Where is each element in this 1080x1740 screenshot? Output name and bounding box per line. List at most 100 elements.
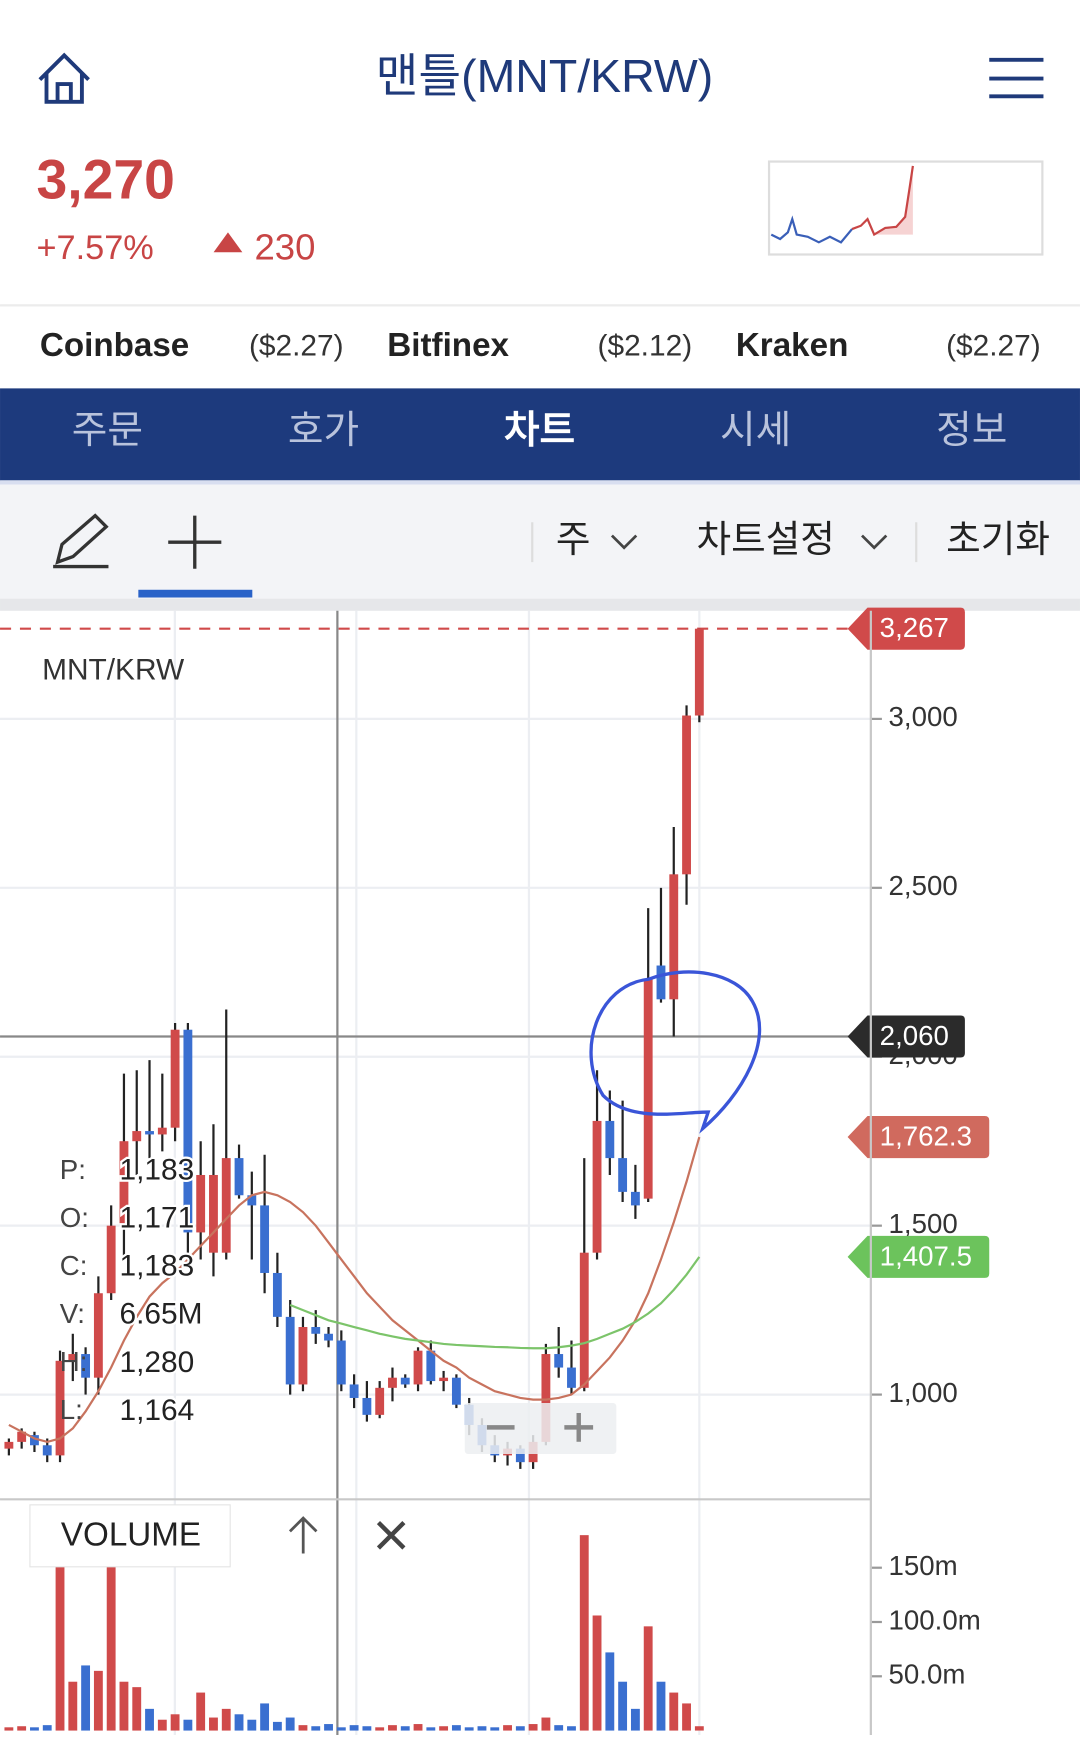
zoom-control[interactable] (464, 1403, 617, 1454)
close-icon[interactable] (376, 1520, 406, 1550)
candle-body (311, 1327, 321, 1334)
price-tag (847, 607, 965, 650)
volume-bar (81, 1665, 91, 1731)
candle-body (336, 1340, 346, 1385)
volume-bar (682, 1703, 691, 1731)
volume-tick-label: 100.0m (889, 1604, 981, 1635)
candle-body (55, 1360, 65, 1456)
candle-body (579, 1252, 589, 1388)
volume-header: VOLUME (29, 1504, 406, 1568)
candle-body (221, 1158, 231, 1253)
tab-border (0, 480, 1080, 485)
candle-body (592, 1120, 602, 1253)
candle-body (694, 628, 704, 716)
volume-tick-label: 50.0m (889, 1659, 966, 1690)
candle-body (400, 1377, 410, 1385)
candle-body (157, 1127, 167, 1135)
volume-bar (17, 1726, 27, 1731)
price-tag (847, 1116, 990, 1159)
volume-tick-label: 150m (889, 1550, 958, 1581)
volume-bar (656, 1681, 666, 1731)
candle-body (17, 1431, 27, 1442)
menu-icon[interactable] (989, 57, 1044, 99)
candle-body (119, 1141, 129, 1226)
separator (0, 598, 1080, 611)
candle-body (132, 1131, 142, 1142)
candle-body (247, 1195, 257, 1206)
volume-bar (106, 1531, 116, 1731)
volume-bar (272, 1721, 282, 1731)
sparkline (767, 160, 1044, 256)
candle-body (375, 1387, 385, 1415)
reset[interactable]: 초기화 (946, 518, 1050, 560)
chevron (610, 534, 638, 550)
price-tag-label: 1,407.5 (880, 1240, 972, 1271)
candle-body (285, 1316, 295, 1385)
move-up-icon[interactable] (288, 1516, 318, 1554)
exchange-name: Bitfinex (387, 327, 509, 364)
change-abs: 230 (255, 227, 316, 268)
volume-bar (503, 1725, 512, 1731)
volume-bar (375, 1727, 385, 1731)
tab[interactable]: 정보 (936, 409, 1007, 452)
candle-body (413, 1350, 423, 1385)
title: 맨틀(MNT/KRW) (376, 50, 714, 102)
candle-body (272, 1272, 282, 1317)
candle-body (362, 1397, 372, 1415)
exchange-name: Coinbase (40, 327, 189, 364)
volume-bar (42, 1725, 52, 1731)
pencil-icon[interactable] (53, 513, 109, 569)
home-icon[interactable] (38, 52, 90, 104)
exchange-name: Kraken (736, 327, 849, 364)
volume-bar (388, 1725, 397, 1731)
candle-body (541, 1354, 551, 1442)
candle-body (183, 1029, 193, 1233)
period[interactable]: 주 (556, 518, 591, 560)
candle-body (426, 1350, 436, 1382)
candle-body (42, 1445, 52, 1456)
candle-body (234, 1158, 244, 1196)
volume-bar (618, 1681, 628, 1731)
volume-bar (132, 1687, 142, 1731)
volume-bar (515, 1726, 525, 1731)
volume-bar (541, 1717, 551, 1731)
volume-bar (30, 1727, 39, 1731)
tab[interactable]: 주문 (72, 409, 143, 452)
volume-bar (362, 1726, 372, 1731)
candle-body (669, 874, 679, 1000)
candle-body (388, 1377, 397, 1388)
volume-bar (234, 1714, 244, 1731)
info-key: V: (60, 1298, 85, 1329)
up-triangle (213, 232, 243, 253)
price-tag (847, 1015, 965, 1058)
candle-body (196, 1174, 206, 1233)
volume-bar (324, 1724, 333, 1731)
volume-bar (592, 1615, 602, 1731)
tab[interactable]: 차트 (504, 409, 575, 452)
volume-bar (247, 1719, 257, 1731)
y-tick-label: 2,500 (889, 870, 958, 901)
volume-bar (605, 1652, 615, 1731)
tab[interactable]: 시세 (720, 409, 791, 452)
candle-body (81, 1354, 91, 1378)
info-key: C: (60, 1250, 88, 1281)
volume-bar (579, 1535, 589, 1731)
crosshair-tool[interactable] (168, 515, 222, 569)
volume-bar (119, 1681, 129, 1731)
candle-body (630, 1191, 640, 1206)
chart-settings[interactable]: 차트설정 (697, 518, 835, 560)
info-value: 1,280 (120, 1346, 195, 1379)
candle-body (324, 1333, 333, 1341)
price-tag-label: 2,060 (880, 1020, 949, 1051)
price-tag (847, 1235, 990, 1278)
volume-bar (298, 1725, 308, 1731)
volume-bar (157, 1719, 167, 1731)
candle-body (93, 1293, 103, 1378)
tab[interactable]: 호가 (288, 409, 359, 452)
volume-bar (490, 1727, 500, 1731)
candle-body (298, 1327, 308, 1385)
volume-bar (630, 1708, 640, 1731)
candle-body (605, 1120, 615, 1159)
candle-body (515, 1448, 525, 1463)
